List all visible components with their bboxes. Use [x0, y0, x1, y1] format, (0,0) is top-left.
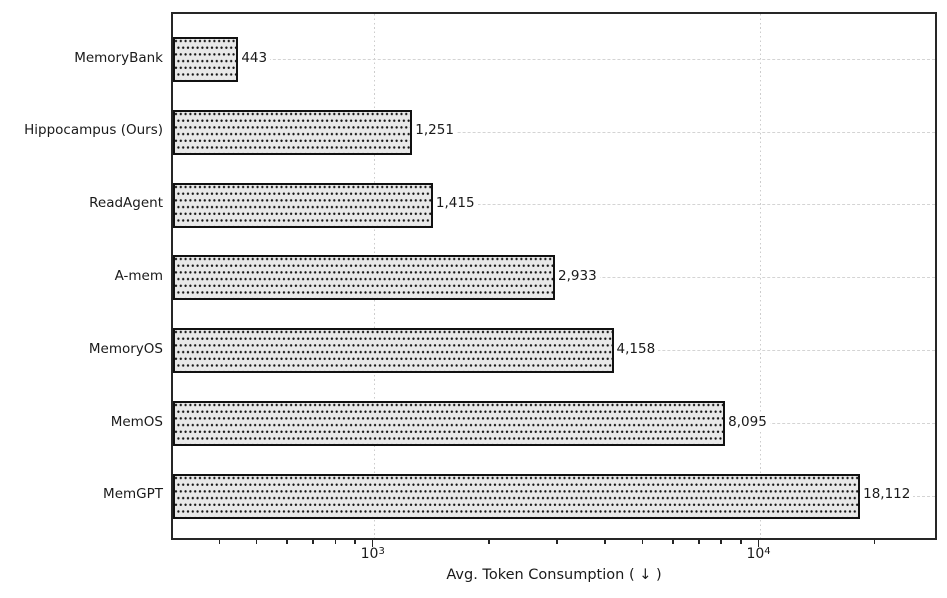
bar — [173, 473, 861, 519]
bar — [173, 37, 239, 82]
y-category-label: MemGPT — [103, 486, 163, 503]
bar-value-label: 443 — [238, 47, 271, 68]
bar — [173, 182, 433, 228]
x-major-tick — [757, 540, 760, 547]
bar — [173, 255, 556, 301]
bar-value-label: 8,095 — [725, 411, 770, 432]
bar-value-label: 18,112 — [860, 484, 914, 505]
x-axis-label: Avg. Token Consumption ( ↓ ) — [446, 567, 662, 583]
y-category-label: MemoryOS — [88, 340, 163, 357]
x-minor-tick — [334, 540, 337, 544]
x-minor-tick — [255, 540, 258, 544]
x-minor-tick — [286, 540, 288, 544]
gridline-horizontal — [173, 131, 935, 133]
plot-inner — [173, 14, 935, 538]
x-minor-tick — [641, 540, 644, 544]
x-minor-tick — [218, 540, 220, 544]
x-tick-label: 103 — [360, 546, 385, 562]
x-minor-tick — [874, 540, 876, 544]
bar-value-label: 2,933 — [555, 265, 600, 286]
y-category-label: MemoryBank — [74, 49, 163, 66]
y-category-label: Hippocampus (Ours) — [24, 122, 163, 139]
x-minor-tick — [488, 540, 490, 544]
x-minor-tick — [698, 540, 700, 544]
plot-area — [171, 12, 937, 540]
gridline-horizontal — [173, 58, 935, 60]
y-category-label: ReadAgent — [89, 195, 163, 212]
x-minor-tick — [312, 540, 314, 544]
x-tick-label: 104 — [746, 546, 771, 562]
y-category-label: A-mem — [114, 267, 163, 284]
x-minor-tick — [672, 540, 674, 544]
x-minor-tick — [720, 540, 722, 544]
gridline-horizontal — [173, 204, 935, 206]
bar — [173, 328, 614, 374]
x-minor-tick — [556, 540, 558, 544]
y-category-label: MemOS — [110, 413, 163, 430]
gridline-vertical — [759, 14, 762, 538]
x-major-tick — [372, 540, 374, 547]
bar-value-label: 1,251 — [412, 120, 457, 141]
bar-value-label: 1,415 — [432, 193, 478, 214]
bar — [173, 109, 413, 155]
bar — [173, 401, 726, 446]
x-minor-tick — [354, 540, 356, 544]
bar-value-label: 4,158 — [613, 338, 659, 359]
x-minor-tick — [740, 540, 742, 544]
x-minor-tick — [604, 540, 606, 544]
